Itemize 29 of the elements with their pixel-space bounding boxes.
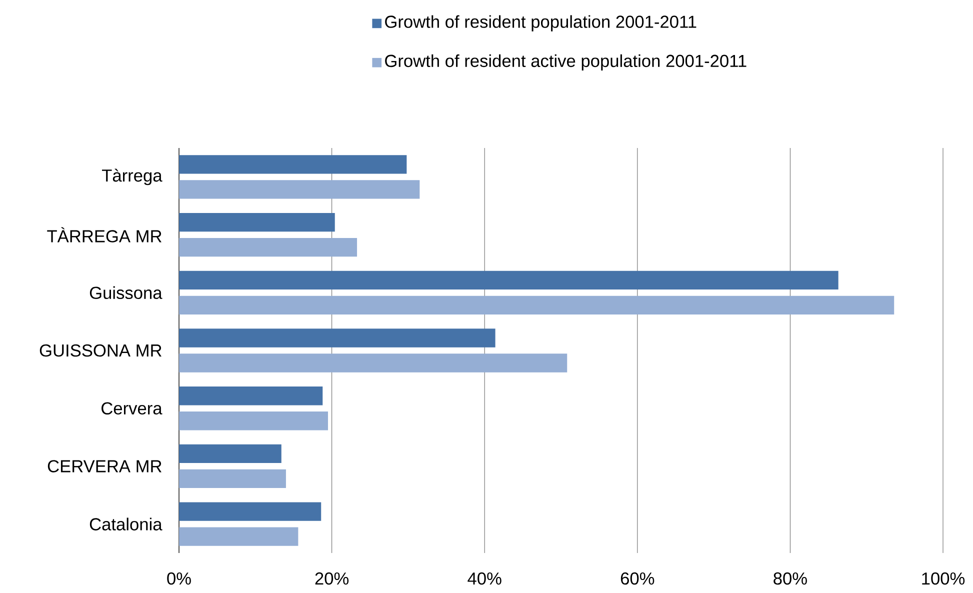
bar [179,444,282,464]
y-tick-label: CERVERA MR [48,460,162,472]
x-tick-label: 80% [774,572,807,585]
y-tick-label: Catalonia [90,518,162,530]
bar [179,180,420,199]
y-tick-label: GUISSONA MR [40,344,162,357]
bar [179,527,298,546]
legend-label: Growth of resident active population 2001-2011 [385,54,746,71]
bar [179,212,335,232]
x-tick-label: 20% [315,572,349,585]
bar [179,328,496,348]
x-tick-label: 0% [167,572,191,585]
y-tick-label: Guissona [90,286,162,300]
y-tick-label: Tàrrega [102,168,162,186]
bar [179,238,358,257]
bar [179,502,322,521]
y-tick-label: TÀRREGA MR [47,227,162,242]
bar [179,469,286,488]
bar [179,354,568,372]
bar [179,296,894,314]
legend-label: Growth of resident population 2001-2011 [385,15,696,32]
x-tick-label: 60% [620,572,654,585]
y-tick-label: Cervera [102,402,162,414]
bar [179,386,323,406]
bar [179,155,407,174]
x-tick-label: 100% [922,572,965,585]
bar [179,412,328,430]
x-tick-label: 40% [468,572,502,585]
bar [179,270,838,290]
